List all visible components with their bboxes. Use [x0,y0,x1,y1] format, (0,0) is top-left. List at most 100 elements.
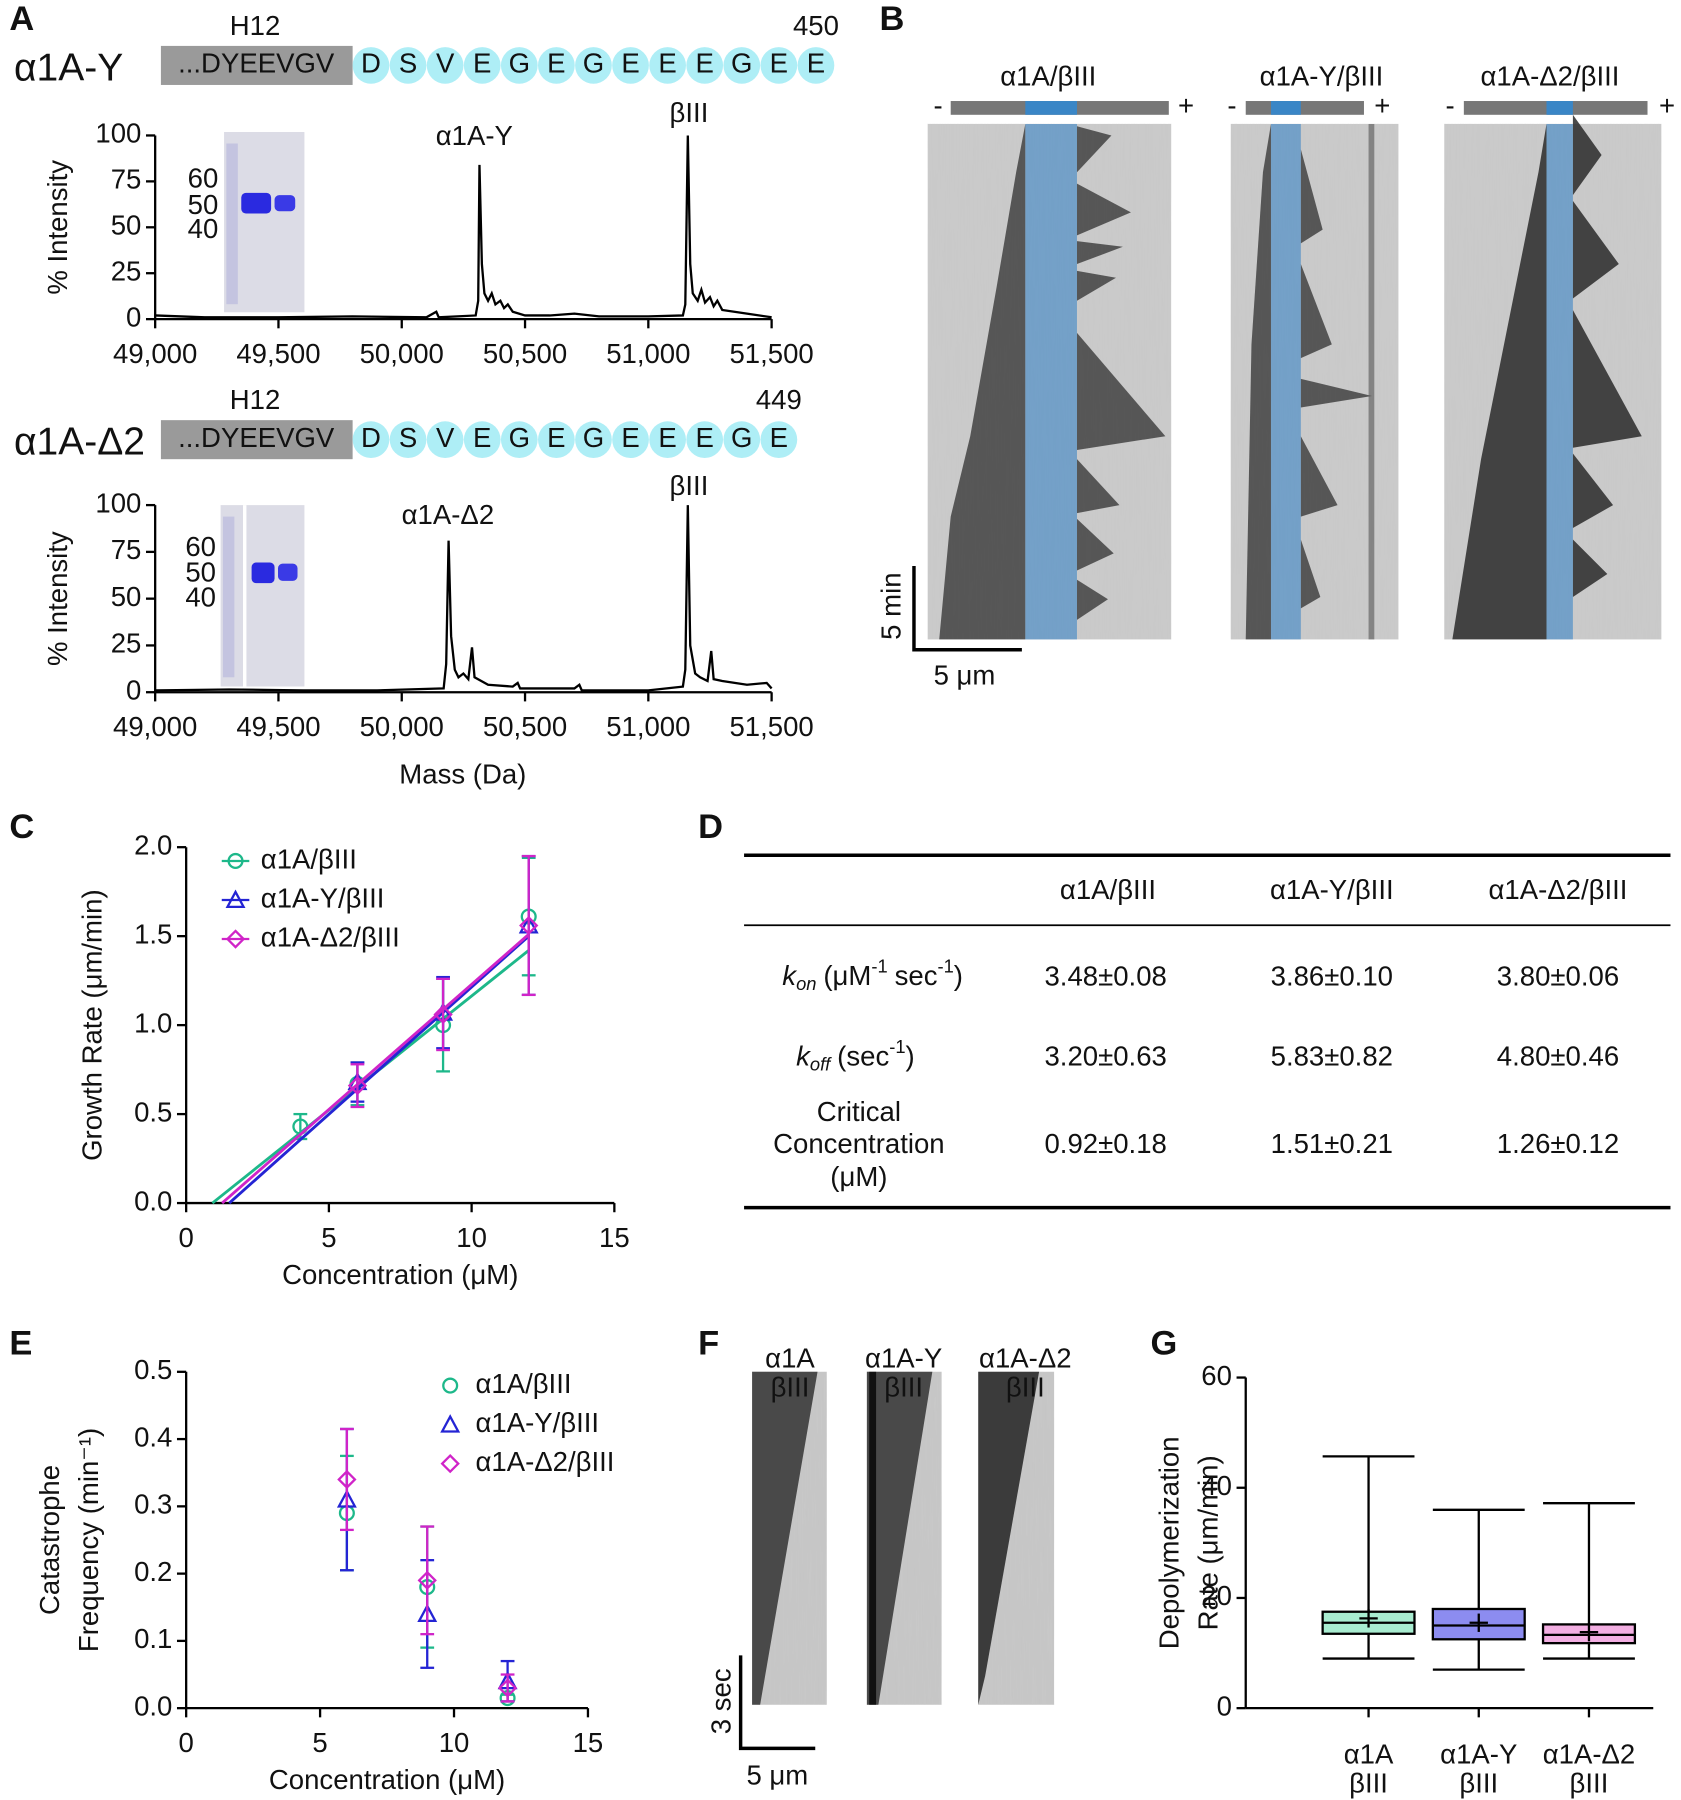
y-tick-label: 0 [1217,1690,1232,1721]
marker [347,1075,368,1096]
peak-label: α1A-Δ2 [402,499,495,530]
x-tick-label: 49,000 [113,711,197,742]
residue [760,47,798,84]
kymograph-label: α1A [765,1343,815,1374]
x-tick-label: 0 [178,1222,193,1253]
y-tick-label: 0 [126,675,141,706]
residue [649,421,686,459]
residue-letter: G [731,48,752,79]
x-tick-label: 50,500 [483,711,567,742]
residue-letter: E [473,48,491,79]
residue-letter: G [509,422,530,453]
residue [389,421,427,459]
y-tick-label: 0.0 [134,1185,172,1216]
minus-end: - [1445,90,1454,121]
kymograph-label: α1A/βIII [1000,60,1096,91]
minus-end: - [933,90,942,121]
table [744,853,1671,1210]
x-axis-title: Mass (Da) [399,758,526,789]
residue-number: 450 [793,10,839,41]
residue-letter: E [770,422,788,453]
helix-label: H12 [230,384,281,415]
residue [500,421,538,459]
legend-label: α1A-Y/βIII [475,1407,599,1438]
y-axis-title: Rate (μm/min) [1192,1455,1223,1630]
table-cell: 3.86±0.10 [1271,960,1393,991]
kymograph [738,1371,1055,1751]
residue [538,421,575,459]
residue [723,421,761,459]
residue [575,421,612,459]
y-tick-label: 1.0 [134,1007,172,1038]
gel-inset [220,132,305,687]
marker [442,1377,459,1394]
marker [497,1678,518,1698]
y-tick-label: 0.5 [134,1096,172,1127]
gel-marker: 60 [185,531,216,562]
row-label: Critical [817,1096,901,1127]
y-tick-label: 25 [111,255,142,286]
y-tick-label: 100 [95,118,141,149]
residue [723,47,761,84]
residue-letter: E [658,48,676,79]
x-tick-label: α1A-Y [1440,1739,1517,1770]
residue-letter: V [436,422,455,453]
x-tick-label: 51,500 [729,711,813,742]
x-tick-label: βIII [1459,1767,1498,1798]
x-tick-label: 50,000 [360,711,444,742]
helix-label: H12 [230,10,281,41]
peak-label: βIII [670,97,709,128]
row-label: (μM) [830,1161,887,1192]
spectrum-line [155,505,773,692]
residue-letter: S [399,48,417,79]
y-tick-label: 0.4 [134,1421,172,1452]
table-cell: 0.92±0.18 [1044,1128,1166,1159]
row-label: kon (μM-1 sec-1) [782,956,963,994]
x-tick-label: 5 [312,1727,327,1758]
panel-letter: E [9,1325,32,1363]
kymograph-label: βIII [1006,1371,1045,1402]
panel-letter: D [698,808,723,846]
plus-end: + [1659,90,1675,121]
x-tick-label: 51,000 [606,338,690,369]
kymograph [912,101,1662,652]
marker [225,889,246,909]
kymograph-label: βIII [884,1371,923,1402]
residue-letter: E [807,48,825,79]
panel-letter: A [9,0,34,38]
panel-letter: B [880,0,905,38]
y-tick-label: 40 [1201,1470,1232,1501]
x-tick-label: 49,000 [113,338,197,369]
residue [538,47,575,84]
peak-label: α1A-Y [436,120,513,151]
legend-label: α1A-Δ2/βIII [261,921,400,952]
x-tick-label: 50,000 [360,338,444,369]
y-tick-label: 2.0 [134,829,172,860]
kymograph-label: α1A-Δ2/βIII [1480,60,1619,91]
fit-line [228,935,530,1205]
residue [649,47,686,84]
plus-end: + [1374,90,1390,121]
x-axis-title: Concentration (μM) [269,1764,505,1795]
residue-letter: E [621,422,639,453]
helix-box [160,45,353,85]
legend-label: α1A/βIII [475,1368,571,1399]
residue-letter: E [547,422,565,453]
residue [463,421,501,459]
gel-marker: 40 [188,213,219,244]
y-tick-label: 0.0 [134,1690,172,1721]
x-tick-label: 49,500 [236,711,320,742]
y-tick-label: 25 [111,628,142,659]
y-tick-label: 100 [95,487,141,518]
legend-label: α1A/βIII [261,843,357,874]
y-tick-label: 0 [126,301,141,332]
kymograph-label: α1A-Y [865,1343,942,1374]
panel-letter: F [698,1325,719,1363]
residue [612,421,649,459]
residue [612,47,649,84]
gel-marker: 40 [185,582,216,613]
residue-letter: E [770,48,788,79]
y-axis-title: Depolymerization [1153,1436,1184,1649]
marker [433,1004,453,1025]
